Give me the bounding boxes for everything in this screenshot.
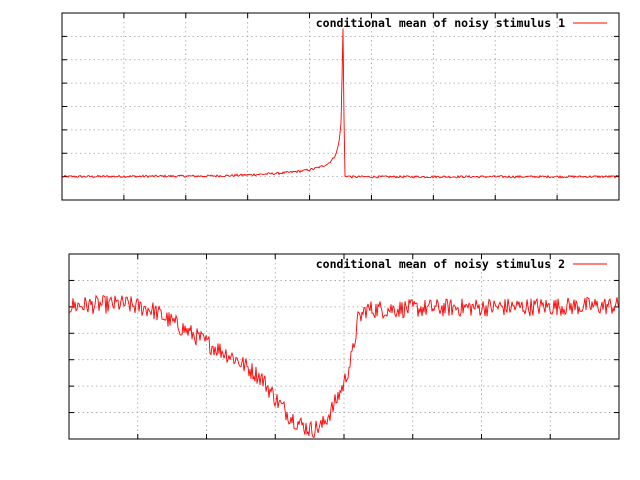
chart-panel-1: conditional mean of noisy stimulus 1	[61, 12, 620, 201]
legend-label: conditional mean of noisy stimulus 1	[316, 16, 565, 30]
plot-frame	[61, 12, 620, 201]
chart-panel-2: conditional mean of noisy stimulus 2	[68, 253, 620, 440]
series-line-1	[62, 28, 619, 179]
legend-label: conditional mean of noisy stimulus 2	[316, 257, 565, 271]
series-line-2	[69, 294, 619, 439]
plot-frame	[68, 253, 620, 440]
